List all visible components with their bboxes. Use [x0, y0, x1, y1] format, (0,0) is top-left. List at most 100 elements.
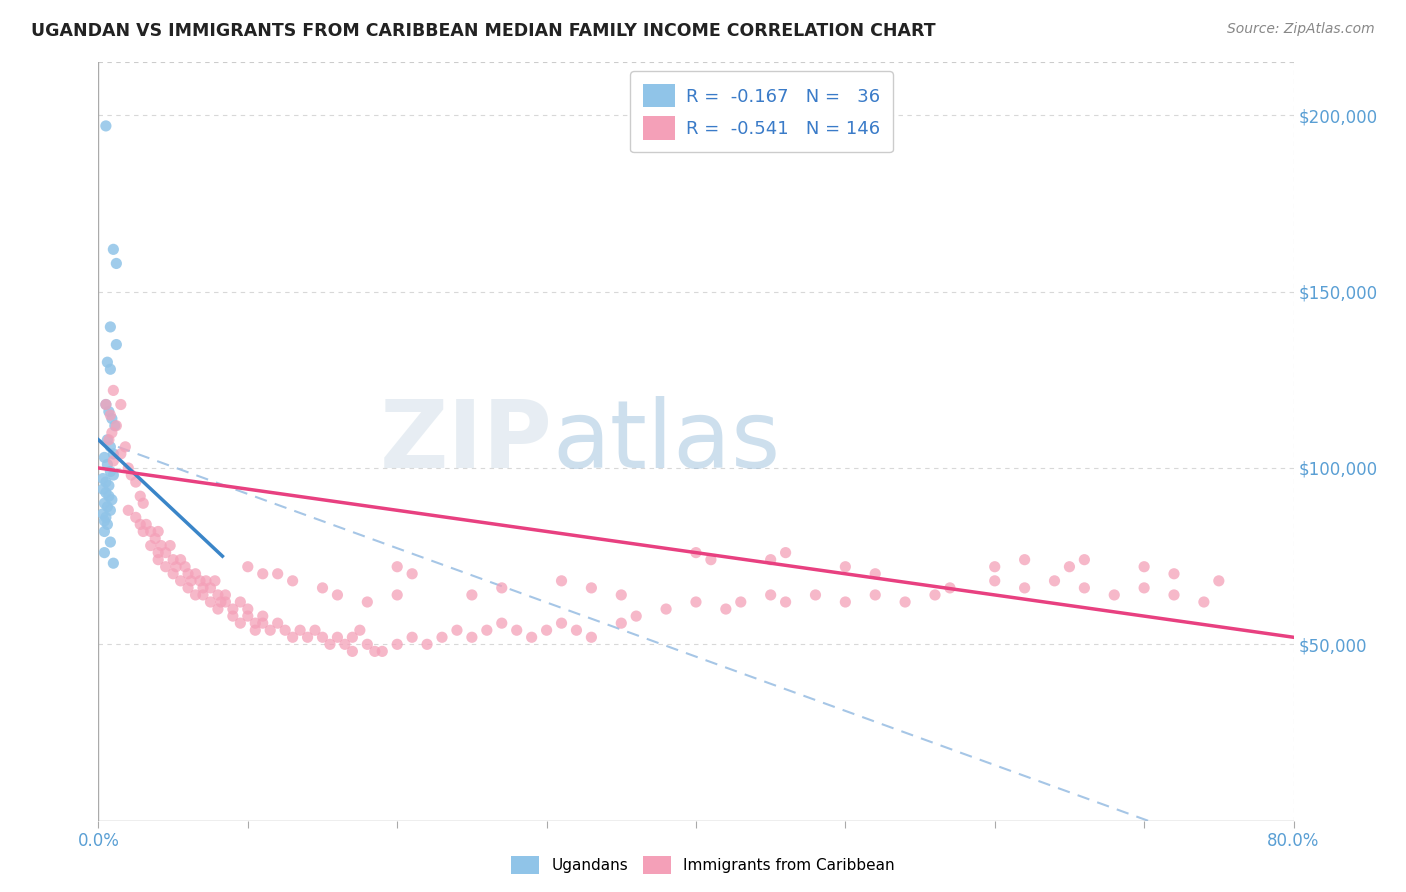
Point: [581, 630, 603, 644]
Point: [1014, 552, 1036, 566]
Point: [98, 535, 122, 549]
Point: [120, 468, 142, 483]
Point: [139, 539, 162, 553]
Point: [129, 517, 152, 532]
Point: [150, 539, 173, 553]
Point: [159, 539, 181, 553]
Point: [117, 503, 139, 517]
Point: [1073, 552, 1095, 566]
Point: [311, 630, 333, 644]
Point: [184, 588, 207, 602]
Point: [1073, 581, 1095, 595]
Point: [162, 566, 184, 581]
Point: [101, 425, 124, 440]
Point: [356, 637, 378, 651]
Point: [204, 574, 226, 588]
Point: [685, 546, 707, 560]
Point: [105, 256, 128, 270]
Point: [364, 644, 387, 658]
Point: [103, 454, 125, 468]
Point: [207, 602, 229, 616]
Point: [834, 595, 856, 609]
Point: [288, 624, 311, 638]
Point: [97, 489, 120, 503]
Point: [520, 630, 543, 644]
Point: [93, 524, 115, 539]
Point: [96, 458, 118, 472]
Point: [550, 574, 572, 588]
Point: [94, 397, 117, 411]
Point: [924, 588, 946, 602]
Point: [356, 595, 378, 609]
Point: [110, 397, 132, 411]
Point: [506, 624, 529, 638]
Point: [491, 616, 513, 631]
Point: [105, 337, 128, 351]
Point: [103, 243, 125, 257]
Point: [155, 546, 177, 560]
Point: [475, 624, 498, 638]
Point: [229, 595, 252, 609]
Point: [1059, 559, 1081, 574]
Point: [236, 609, 259, 624]
Point: [114, 440, 136, 454]
Point: [93, 496, 115, 510]
Point: [94, 510, 117, 524]
Point: [162, 552, 184, 566]
Point: [148, 524, 170, 539]
Point: [94, 119, 117, 133]
Point: [125, 475, 148, 489]
Point: [430, 630, 453, 644]
Point: [401, 566, 423, 581]
Point: [174, 559, 197, 574]
Point: [96, 355, 118, 369]
Point: [94, 485, 117, 500]
Point: [110, 447, 132, 461]
Point: [177, 581, 200, 595]
Point: [191, 588, 214, 602]
Point: [610, 616, 633, 631]
Point: [1014, 581, 1036, 595]
Point: [93, 450, 115, 465]
Point: [319, 637, 342, 651]
Point: [626, 609, 648, 624]
Point: [984, 574, 1007, 588]
Point: [209, 595, 232, 609]
Point: [245, 616, 267, 631]
Point: [259, 624, 281, 638]
Point: [148, 552, 170, 566]
Point: [139, 524, 162, 539]
Point: [98, 440, 122, 454]
Point: [165, 559, 187, 574]
Point: [461, 630, 484, 644]
Point: [984, 559, 1007, 574]
Point: [333, 637, 356, 651]
Point: [96, 517, 118, 532]
Point: [101, 411, 124, 425]
Point: [349, 624, 371, 638]
Point: [169, 552, 191, 566]
Point: [610, 588, 633, 602]
Point: [245, 624, 267, 638]
Point: [129, 489, 152, 503]
Point: [685, 595, 707, 609]
Point: [101, 492, 124, 507]
Point: [252, 609, 274, 624]
Point: [97, 404, 120, 418]
Point: [1163, 588, 1185, 602]
Point: [236, 559, 259, 574]
Point: [446, 624, 468, 638]
Legend: Ugandans, Immigrants from Caribbean: Ugandans, Immigrants from Caribbean: [505, 850, 901, 880]
Text: ZIP: ZIP: [380, 395, 553, 488]
Point: [91, 507, 114, 521]
Point: [1192, 595, 1215, 609]
Point: [401, 630, 423, 644]
Point: [229, 616, 252, 631]
Point: [117, 461, 139, 475]
Point: [177, 566, 200, 581]
Point: [326, 630, 349, 644]
Point: [169, 574, 191, 588]
Point: [135, 517, 157, 532]
Text: Source: ZipAtlas.com: Source: ZipAtlas.com: [1227, 22, 1375, 37]
Point: [125, 510, 148, 524]
